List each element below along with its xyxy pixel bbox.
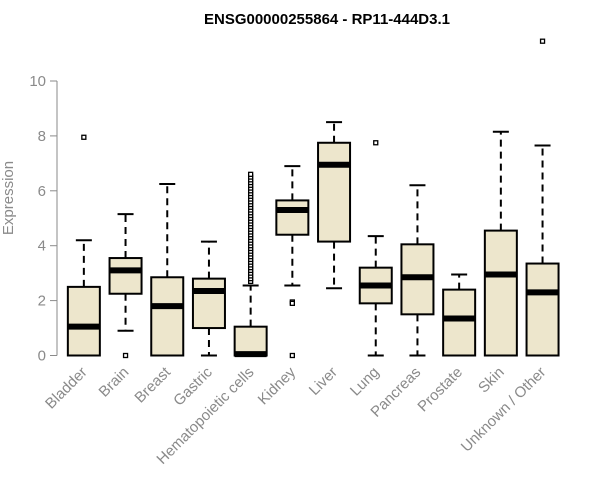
x-tick-label: Kidney xyxy=(255,363,300,408)
box-group xyxy=(275,165,310,359)
box-group xyxy=(108,213,143,359)
box-iqr xyxy=(66,285,101,357)
box-group xyxy=(191,240,226,357)
box-iqr xyxy=(150,276,185,357)
x-tick-label: Brain xyxy=(96,364,133,401)
outlier-point xyxy=(247,171,254,177)
outlier-point xyxy=(81,134,87,140)
x-tick-label: Liver xyxy=(306,364,341,399)
box-group xyxy=(400,184,435,357)
box-iqr xyxy=(317,141,352,243)
outlier-point xyxy=(122,352,129,359)
box-group xyxy=(66,134,101,357)
box-series xyxy=(66,38,560,359)
box-iqr xyxy=(525,262,560,357)
box-group xyxy=(317,121,352,290)
box-group xyxy=(442,273,477,357)
box-group xyxy=(233,171,268,358)
x-tick-label: Bladder xyxy=(42,364,91,413)
y-axis-title: Expression xyxy=(0,161,17,235)
box-iqr xyxy=(233,325,268,357)
box-group xyxy=(525,38,560,357)
box-group xyxy=(483,130,518,357)
x-tick-label: Skin xyxy=(475,364,508,397)
y-axis: 0 2 4 6 8 10 xyxy=(29,73,58,365)
box-iqr xyxy=(442,288,477,357)
y-tick-label: 10 xyxy=(29,73,46,90)
box-iqr xyxy=(191,277,226,330)
outlier-point xyxy=(373,140,379,146)
y-tick-label: 4 xyxy=(38,238,46,255)
outlier-point xyxy=(289,300,296,306)
box-group xyxy=(150,182,185,357)
outlier-point xyxy=(539,38,546,44)
box-group xyxy=(358,140,393,357)
box-iqr xyxy=(275,199,310,236)
x-tick-label: Prostate xyxy=(414,364,466,416)
x-tick-label: Lung xyxy=(347,364,383,400)
y-tick-label: 0 xyxy=(38,348,46,365)
y-tick-label: 6 xyxy=(38,183,46,200)
box-iqr xyxy=(108,257,143,295)
y-tick-label: 8 xyxy=(38,128,46,145)
outlier-point xyxy=(289,352,296,359)
y-tick-label: 2 xyxy=(38,293,46,310)
box-iqr xyxy=(483,229,518,357)
chart-title: ENSG00000255864 - RP11-444D3.1 xyxy=(204,11,450,28)
x-tick-label: Breast xyxy=(131,363,174,406)
